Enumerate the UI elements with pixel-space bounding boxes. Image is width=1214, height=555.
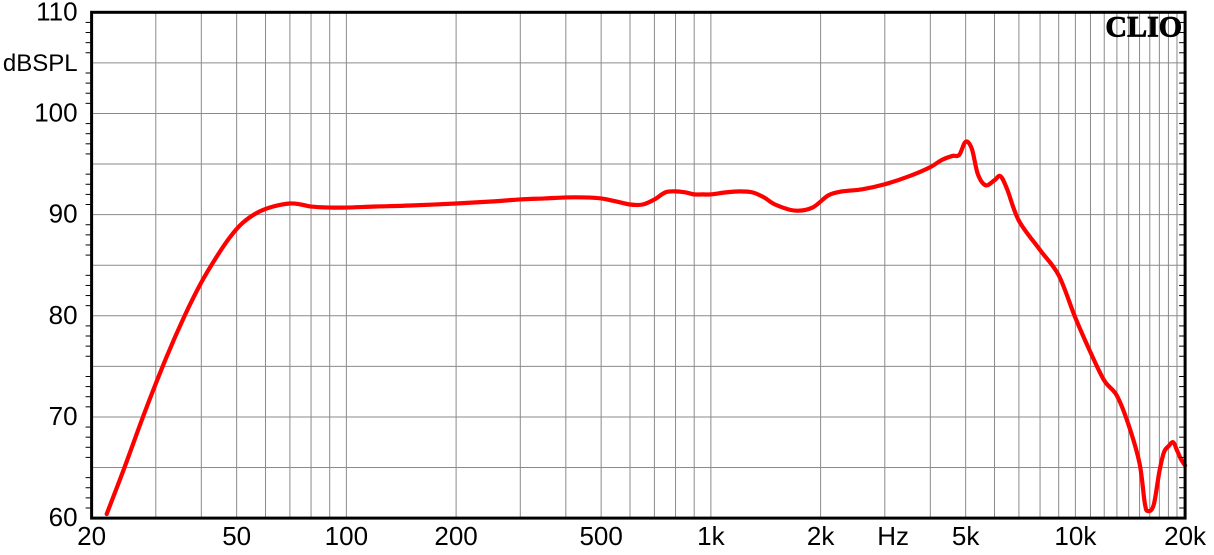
svg-text:5k: 5k (952, 521, 980, 550)
svg-text:dBSPL: dBSPL (3, 50, 78, 77)
svg-text:200: 200 (434, 521, 477, 550)
svg-text:100: 100 (34, 97, 77, 127)
svg-text:50: 50 (222, 521, 251, 550)
svg-text:20: 20 (77, 521, 106, 550)
svg-text:90: 90 (49, 199, 78, 229)
svg-text:1k: 1k (697, 521, 725, 550)
svg-text:10k: 10k (1054, 521, 1097, 550)
svg-text:100: 100 (325, 521, 368, 550)
svg-text:2k: 2k (807, 521, 835, 550)
svg-text:500: 500 (579, 521, 622, 550)
svg-text:110: 110 (36, 0, 77, 26)
svg-text:CLIO: CLIO (1105, 10, 1182, 43)
svg-text:80: 80 (49, 300, 78, 330)
svg-text:70: 70 (49, 401, 78, 431)
svg-text:20k: 20k (1164, 521, 1207, 550)
svg-text:Hz: Hz (877, 521, 909, 550)
svg-text:60: 60 (49, 502, 78, 532)
